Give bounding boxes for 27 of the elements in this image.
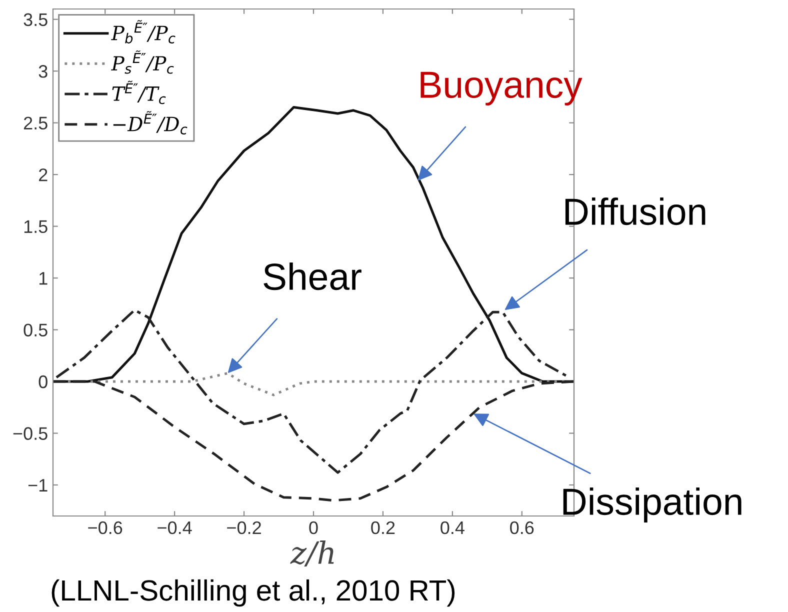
y-tick-label: 1.5: [24, 220, 48, 234]
x-tick-label: 0: [309, 521, 318, 534]
x-tick-label: 0.2: [371, 521, 395, 534]
y-tick-label: 0: [38, 375, 48, 388]
y-tick-label: −0.5: [13, 427, 48, 440]
y-tick-label: −1: [28, 479, 48, 492]
y-tick-label: 0.5: [24, 324, 48, 336]
x-axis-title: z/h: [290, 540, 334, 567]
annotation: Diffusion: [565, 198, 706, 226]
x-tick-label: −0.2: [227, 521, 261, 534]
legend-label: −D$^{Ẽ″}$/D$_{c}$: [113, 111, 188, 134]
x-tick-label: −0.4: [158, 521, 192, 534]
x-tick-label: −0.6: [88, 521, 122, 534]
legend-label: T$^{Ẽ″}$/T$_{c}$: [112, 80, 166, 104]
y-tick-label: 3: [38, 65, 48, 78]
legend-label: P$_{b}$$^{Ẽ″}$/P$_{c}$: [111, 20, 176, 44]
annotation: Dissipation: [563, 488, 742, 522]
y-tick-label: 2.5: [24, 116, 48, 130]
annotation: Buoyancy: [420, 72, 582, 106]
text: (LLNL-Schilling et al., 2010 RT): [52, 579, 455, 607]
y-tick-label: 2: [39, 168, 48, 182]
y-tick-label: 3.5: [24, 13, 48, 26]
y-tick-label: 1: [39, 272, 48, 285]
x-tick-label: 0.6: [510, 521, 534, 534]
legend-label: P$_{s}$$^{Ẽ″}$/P$_{c}$: [111, 50, 174, 74]
annotation: Shear: [264, 262, 362, 290]
x-tick-label: 0.4: [440, 521, 464, 534]
